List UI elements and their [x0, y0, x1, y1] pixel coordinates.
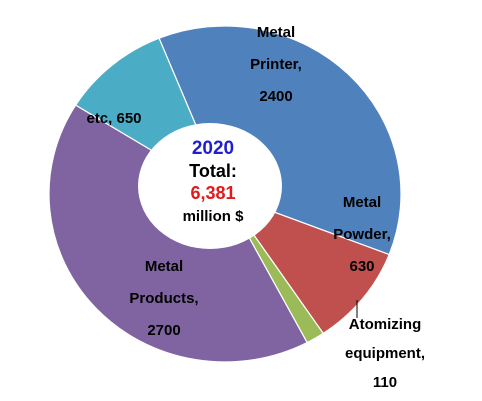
donut-hole: [138, 123, 282, 249]
label-line: Atomizing: [349, 316, 422, 333]
slice-metal-printer-label: Metal Printer, 2400: [250, 24, 302, 105]
center-unit: million $: [183, 208, 245, 225]
label-line: 2700: [147, 322, 180, 339]
label-line: 630: [349, 258, 374, 275]
label-line: 110: [373, 374, 397, 391]
slice-atomizing-equipment-label: Atomizing equipment, 110: [345, 316, 425, 391]
slice-etc-label: etc, 650: [86, 110, 141, 127]
center-total-label: Total:: [189, 161, 237, 181]
label-line: 2400: [259, 88, 292, 105]
label-line: Metal: [343, 194, 381, 211]
center-total-value: 6,381: [190, 183, 235, 203]
center-year: 2020: [192, 138, 234, 159]
label-line: Metal: [145, 258, 183, 275]
label-line: Metal: [257, 24, 295, 41]
slice-metal-printer: [158, 25, 402, 256]
slice-metal-powder: [223, 192, 390, 335]
slice-labels: Metal Printer, 2400 Metal Powder, 630 Atomizin…: [86, 24, 425, 391]
label-line: Printer,: [250, 56, 302, 73]
center-label: 2020 Total: 6,381 million $: [183, 138, 245, 225]
label-line: Powder,: [333, 226, 391, 243]
label-line: Products,: [129, 290, 198, 307]
label-line: etc, 650: [86, 110, 141, 127]
slice-metal-products-label: Metal Products, 2700: [129, 258, 198, 339]
slice-metal-powder-label: Metal Powder, 630: [333, 194, 391, 275]
label-line: equipment,: [345, 345, 425, 362]
